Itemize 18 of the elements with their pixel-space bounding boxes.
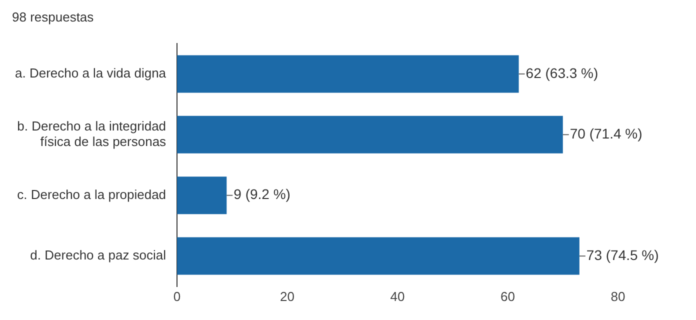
- y-tick-label: a. Derecho a la vida digna: [14, 66, 167, 81]
- bar: [177, 176, 227, 214]
- bar: [177, 55, 519, 93]
- data-label: 73 (74.5 %): [586, 246, 659, 263]
- y-tick-label: c. Derecho a la propiedad: [17, 186, 166, 202]
- y-tick-label: d. Derecho a paz social: [30, 248, 166, 263]
- data-label: 62 (63.3 %): [526, 64, 598, 81]
- bar: [177, 237, 580, 275]
- bar: [177, 116, 563, 154]
- y-tick-label: b. Derecho a la integridad física de las personas: [17, 118, 167, 150]
- x-tick-label: 60: [500, 288, 515, 304]
- data-label: 9 (9.2 %): [234, 186, 290, 202]
- data-label: 70 (71.4 %): [570, 126, 642, 142]
- x-tick-label: 20: [280, 288, 295, 304]
- x-tick-label: 80: [610, 288, 626, 304]
- x-tick-label: 0: [173, 288, 181, 304]
- x-tick-label: 40: [390, 288, 405, 304]
- text: 98 respuestas: [12, 9, 94, 24]
